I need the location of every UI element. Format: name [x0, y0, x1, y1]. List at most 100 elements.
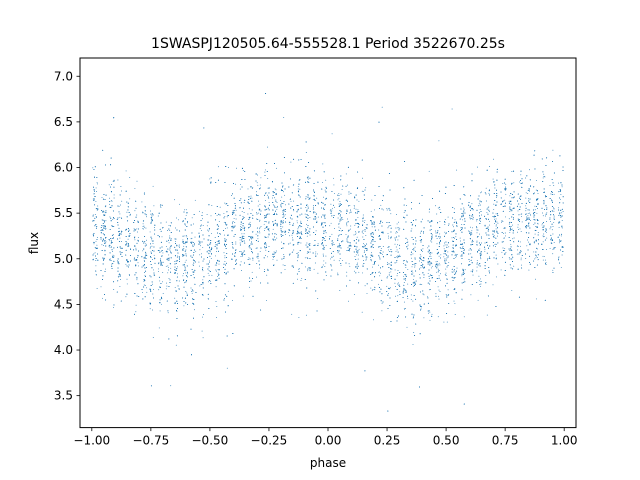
data-point [396, 261, 398, 263]
data-point [562, 211, 564, 212]
data-point [382, 222, 384, 224]
data-point [300, 226, 302, 228]
data-point [142, 225, 144, 227]
data-point [307, 270, 309, 272]
data-point [325, 275, 327, 276]
data-point [407, 297, 409, 299]
data-point [307, 178, 309, 180]
data-point [112, 218, 114, 220]
data-point [293, 249, 295, 251]
data-point [121, 190, 122, 192]
data-point [472, 274, 474, 276]
data-point [184, 250, 186, 252]
data-point [97, 205, 99, 207]
data-point [178, 280, 180, 282]
data-point [543, 236, 545, 238]
data-point [322, 264, 324, 266]
data-point [517, 224, 519, 226]
data-point [153, 254, 155, 256]
data-point [528, 222, 530, 224]
data-point [342, 218, 344, 220]
data-point [480, 221, 482, 222]
data-point [477, 205, 479, 207]
data-point [484, 248, 486, 250]
data-point [420, 259, 422, 261]
data-point [316, 220, 318, 222]
data-point [317, 298, 319, 299]
data-point [291, 234, 293, 236]
data-point [447, 255, 449, 257]
data-point [191, 237, 193, 239]
data-point [526, 217, 528, 219]
data-point [97, 247, 99, 249]
data-point [525, 258, 527, 259]
data-point [264, 236, 266, 238]
data-point [437, 207, 439, 209]
data-point [241, 211, 243, 213]
data-point [142, 223, 144, 225]
data-point [342, 259, 344, 261]
data-point [362, 177, 364, 179]
data-point [337, 252, 339, 254]
data-point [397, 244, 399, 246]
data-point [146, 287, 148, 289]
data-point [347, 218, 348, 220]
data-point [119, 286, 121, 288]
data-point [395, 232, 397, 234]
data-point [305, 207, 307, 209]
data-point [518, 229, 519, 231]
data-point [304, 213, 306, 215]
data-point [444, 223, 446, 225]
data-point [281, 196, 283, 198]
data-point [184, 235, 186, 237]
data-point [152, 293, 154, 295]
data-point [406, 239, 408, 241]
data-point [429, 311, 431, 313]
data-point [394, 243, 396, 245]
data-point [372, 263, 374, 265]
data-point [462, 228, 463, 230]
data-point [281, 221, 283, 223]
data-point [333, 192, 335, 194]
data-point [293, 222, 295, 224]
data-point [258, 212, 260, 214]
data-point [406, 326, 408, 328]
data-point [357, 252, 359, 254]
data-point [463, 252, 465, 254]
data-point [224, 255, 226, 257]
data-point [145, 243, 147, 245]
data-point [537, 223, 539, 225]
data-point [168, 242, 170, 244]
data-point [534, 258, 536, 260]
data-point [250, 224, 252, 225]
data-point [435, 261, 437, 263]
data-point [94, 214, 96, 216]
data-point [242, 254, 244, 256]
data-point [437, 264, 439, 266]
data-point [136, 228, 138, 230]
data-point [112, 242, 113, 243]
data-point [305, 196, 307, 198]
data-point [135, 247, 137, 249]
data-point [535, 179, 537, 181]
data-point [525, 210, 527, 212]
data-point [225, 239, 227, 241]
data-point [251, 209, 253, 211]
data-point [512, 218, 514, 220]
data-point [168, 254, 170, 256]
data-point [397, 295, 399, 297]
data-point [93, 191, 95, 192]
data-point [509, 211, 511, 213]
data-point [255, 194, 257, 196]
data-point [174, 261, 176, 262]
data-point [266, 245, 268, 247]
data-point [191, 290, 192, 292]
data-point [477, 299, 479, 301]
data-point [438, 298, 440, 300]
data-point [453, 237, 455, 239]
data-point [357, 254, 359, 256]
data-point [395, 227, 397, 229]
data-point [184, 223, 186, 225]
data-point [214, 237, 216, 238]
